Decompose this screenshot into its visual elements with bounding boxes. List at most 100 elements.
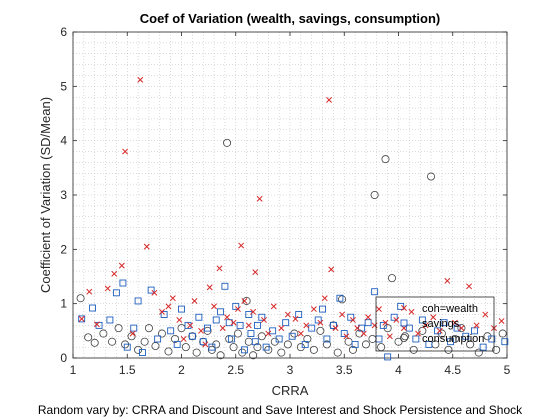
point-savings: [462, 332, 470, 340]
point-savings: [154, 335, 162, 343]
point-consumption: [401, 332, 410, 341]
point-savings: [336, 294, 344, 302]
point-coh: [436, 327, 443, 334]
point-consumption: [316, 326, 325, 335]
point-savings: [138, 349, 146, 357]
x-tick-label: 2: [178, 363, 185, 377]
point-savings: [319, 305, 326, 313]
point-savings: [227, 335, 235, 343]
point-coh: [261, 317, 267, 323]
point-consumption: [84, 333, 93, 342]
legend-label-consumption: consumption: [422, 333, 484, 345]
point-consumption: [409, 345, 418, 354]
point-coh: [230, 319, 237, 326]
series-coh: [78, 76, 505, 348]
point-savings: [258, 313, 266, 321]
point-coh: [332, 325, 339, 332]
point-coh: [466, 283, 472, 290]
point-savings: [212, 316, 220, 324]
point-savings: [418, 316, 426, 324]
point-coh: [321, 295, 328, 302]
point-coh: [498, 318, 505, 325]
point-consumption: [223, 138, 232, 147]
x-tick-label: 3.5: [336, 363, 353, 377]
point-consumption: [329, 321, 338, 330]
x-axis-label: CRRA: [272, 383, 309, 398]
x-tick-label: 4: [395, 363, 402, 377]
point-consumption: [370, 190, 379, 199]
point-savings: [130, 324, 138, 332]
point-coh: [202, 341, 209, 348]
point-coh: [206, 284, 213, 291]
point-savings: [195, 313, 203, 321]
point-savings: [147, 286, 155, 294]
point-coh: [292, 315, 299, 322]
point-consumption: [192, 348, 201, 357]
point-consumption: [348, 345, 357, 354]
point-coh: [256, 195, 263, 202]
point-consumption: [144, 324, 153, 333]
point-savings: [134, 297, 142, 305]
x-tick-label: 1: [70, 363, 77, 377]
point-consumption: [257, 332, 266, 341]
point-coh: [169, 295, 176, 302]
y-axis-label: Coefficient of Variation (SD/Mean): [38, 97, 53, 293]
point-savings: [245, 311, 253, 318]
point-consumption: [188, 332, 197, 341]
point-coh: [143, 243, 150, 250]
legend-markers: [399, 305, 408, 342]
point-consumption: [216, 351, 225, 360]
point-coh: [176, 317, 183, 323]
point-coh: [180, 336, 187, 342]
point-consumption: [90, 338, 99, 347]
x-tick-label: 3: [287, 363, 294, 377]
point-coh: [93, 321, 100, 328]
point-savings: [364, 319, 372, 327]
point-savings: [323, 335, 331, 343]
point-consumption: [474, 348, 483, 357]
y-tick-label: 5: [60, 79, 67, 93]
legend: coh=wealth savings consumption: [375, 296, 495, 352]
point-coh: [159, 308, 165, 315]
point-savings: [106, 316, 114, 324]
point-coh: [284, 311, 291, 318]
point-savings: [314, 316, 322, 324]
point-consumption: [253, 343, 262, 352]
point-consumption: [114, 324, 123, 333]
x-tick-label: 2.5: [227, 363, 244, 377]
point-consumption: [418, 326, 427, 335]
point-consumption: [492, 345, 501, 354]
legend-box: [375, 296, 495, 352]
point-coh: [458, 325, 465, 332]
point-savings: [89, 304, 96, 312]
point-consumption: [140, 337, 149, 346]
point-savings: [184, 321, 192, 329]
point-savings: [301, 340, 309, 348]
point-consumption: [394, 337, 403, 346]
point-coh: [270, 303, 277, 310]
point-savings: [447, 338, 455, 346]
figure-caption: Random vary by: CRRA and Discount and Sa…: [38, 403, 523, 417]
point-coh: [354, 325, 361, 332]
point-coh: [104, 285, 111, 292]
point-consumption: [242, 296, 251, 305]
point-consumption: [170, 334, 179, 343]
point-coh: [238, 242, 245, 249]
point-consumption: [249, 351, 258, 360]
point-coh: [252, 269, 259, 276]
point-savings: [262, 343, 270, 351]
point-consumption: [322, 340, 331, 349]
point-consumption: [76, 294, 85, 303]
point-consumption: [181, 343, 190, 352]
point-coh: [224, 314, 231, 321]
point-coh: [211, 303, 218, 310]
point-coh: [234, 306, 241, 313]
point-savings: [204, 324, 211, 332]
point-savings: [390, 313, 398, 321]
point-consumption: [157, 329, 166, 338]
point-coh: [129, 330, 136, 337]
point-coh: [219, 325, 226, 332]
point-coh: [86, 288, 93, 295]
